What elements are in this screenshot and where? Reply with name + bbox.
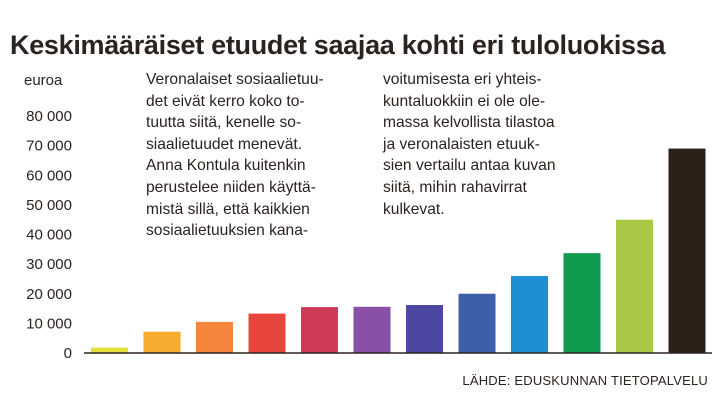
y-tick-label: 30 000: [26, 256, 72, 273]
chart-title: Keskimääräiset etuudet saajaa kohti eri …: [10, 30, 666, 60]
bar: [668, 148, 706, 353]
y-tick-label: 10 000: [26, 315, 72, 332]
bar: [353, 306, 391, 353]
bar: [511, 275, 548, 353]
body-text-column-2: voitumisesta eri yhteis- kuntaluokkiin e…: [383, 71, 556, 218]
y-axis-unit-label: euroa: [24, 72, 63, 89]
y-tick-label: 20 000: [26, 286, 72, 303]
bar: [248, 313, 286, 353]
body-text-column-1: Veronalaiset sosiaalietuu- det eivät ker…: [146, 71, 324, 240]
bar: [406, 305, 443, 353]
bars: [91, 148, 706, 353]
y-tick-label: 0: [64, 345, 72, 362]
bar: [301, 307, 338, 353]
y-axis-ticks: 0 10 000 20 000 30 000 40 000 50 000 60 000 70 …: [26, 108, 72, 362]
bar: [563, 253, 601, 353]
bar: [143, 331, 181, 353]
y-tick-label: 80 000: [26, 108, 72, 125]
bar: [196, 321, 233, 353]
y-tick-label: 40 000: [26, 227, 72, 244]
bar: [616, 219, 653, 353]
y-tick-label: 70 000: [26, 138, 72, 155]
bar: [91, 347, 128, 353]
bar: [458, 293, 496, 353]
y-tick-label: 50 000: [26, 197, 72, 214]
y-tick-label: 60 000: [26, 167, 72, 184]
source-note: LÄHDE: EDUSKUNNAN TIETOPALVELU: [462, 373, 708, 388]
